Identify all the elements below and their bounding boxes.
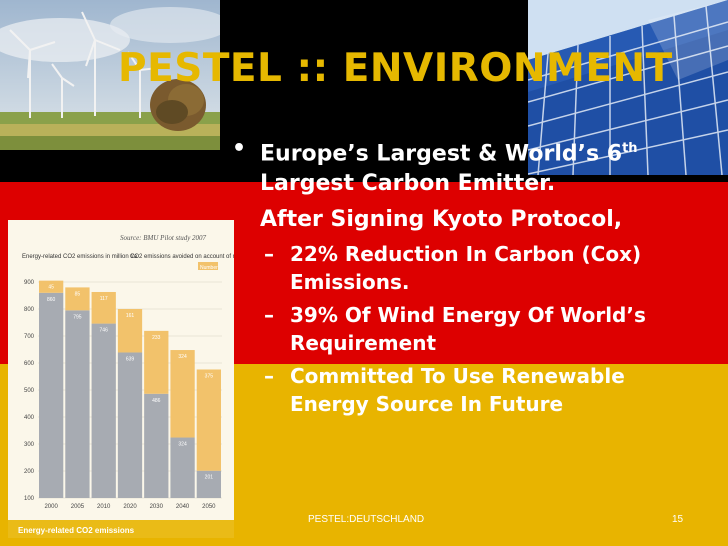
chart-data-label-emissions: 486 [152,398,161,404]
chart-y-tick-label: 700 [24,334,35,340]
chart-bar-avoided [91,291,116,324]
chart-y-tick-label: 600 [24,361,35,367]
chart-x-tick-label: 2000 [44,504,58,510]
wind-farm-photo [0,0,220,150]
solar-panel-photo [528,0,728,175]
chart-bar-emissions [170,437,195,498]
chart-y-tick-label: 400 [24,415,35,421]
chart-footer-bar [8,520,234,538]
chart-y-tick-label: 800 [24,307,35,313]
chart-x-tick-label: 2050 [202,504,216,510]
slide-number: 15 [672,514,684,525]
sub-bullet-2-text: 39% Of Wind Energy Of World’s Requiremen… [290,303,646,356]
chart-bar-avoided [196,369,221,471]
chart-y-tick-label: 200 [24,469,35,475]
chart-bar-avoided [65,287,90,311]
chart-bar-avoided [144,330,169,394]
chart-data-label-emissions: 795 [73,314,82,320]
bullet-1b-text: Largest Carbon Emitter. [260,171,556,197]
slide-body: • Europe’s Largest & World’s 6th Largest… [232,134,702,418]
chart-x-tick-label: 2010 [97,504,111,510]
chart-bar-emissions [39,292,64,498]
chart-bar-avoided [170,350,195,438]
sub-bullet-2: – 39% Of Wind Energy Of World’s Requirem… [232,301,702,357]
sub-bullet-1: – 22% Reduction In Carbon (Cox) Emission… [232,240,702,296]
chart-legend-number: Number [200,265,218,271]
bullet-dot: • [232,136,247,161]
slide-title: PESTEL :: ENVIRONMENT [118,46,673,91]
bullet-2-text: After Signing Kyoto Protocol, [260,207,623,233]
chart-bar-emissions [196,470,221,498]
chart-data-label-emissions: 860 [47,297,56,303]
chart-x-tick-label: 2030 [150,504,164,510]
chart-legend-avoided: CO2 emissions avoided on account of rene… [130,254,234,260]
chart-y-tick-label: 300 [24,442,35,448]
chart-data-label-avoided: 161 [126,313,135,319]
chart-footer: Energy-related CO2 emissions [18,526,135,535]
bullet-1-text: Europe’s Largest & World’s 6 [260,141,623,167]
sub-bullet-3: – Committed To Use Renewable Energy Sour… [232,362,702,418]
chart-legend-emissions: Energy-related CO2 emissions in million … [22,254,138,260]
chart-bar-avoided [39,280,64,293]
sub-bullet-dash: – [264,364,274,389]
chart-bar-emissions [65,310,90,498]
co2-emissions-chart: Source: BMU Pilot study 2007 Energy-rela… [8,220,319,538]
chart-x-tick-label: 2040 [176,504,190,510]
chart-data-label-emissions: 639 [126,356,135,362]
chart-x-tick-label: 2020 [123,504,137,510]
chart-data-label-avoided: 233 [152,335,161,341]
chart-y-tick-label: 900 [24,280,35,286]
chart-data-label-emissions: 201 [205,475,214,481]
sub-bullet-dash: – [264,303,274,328]
chart-data-label-avoided: 85 [75,291,81,297]
chart-bar-avoided [117,309,143,353]
chart-y-tick-label: 100 [24,496,35,502]
bullet-1-continued: Largest Carbon Emitter. [232,169,702,199]
chart-bar-emissions [91,323,116,498]
chart-data-label-avoided: 324 [178,354,187,360]
bullet-1: • Europe’s Largest & World’s 6th [232,134,702,169]
sub-bullet-dash: – [264,242,274,267]
chart-data-label-avoided: 117 [100,296,108,302]
footer-label: PESTEL:DEUTSCHLAND [308,514,425,525]
chart-data-label-emissions: 324 [178,442,187,448]
chart-source: Source: BMU Pilot study 2007 [120,234,207,242]
sub-bullet-1-text: 22% Reduction In Carbon (Cox) Emissions. [290,242,642,295]
sub-bullet-3-text: Committed To Use Renewable Energy Source… [290,364,625,417]
chart-data-label-avoided: 45 [48,285,54,291]
chart-bar-emissions [144,393,169,498]
chart-x-tick-label: 2005 [71,504,85,510]
bullet-2: After Signing Kyoto Protocol, [232,205,702,235]
chart-data-label-avoided: 375 [205,373,214,379]
bullet-1-sup: th [622,141,638,156]
chart-y-tick-label: 500 [24,388,35,394]
chart-data-label-emissions: 746 [100,328,109,334]
chart-bar-emissions [117,352,143,498]
legend-number-swatch [198,262,218,270]
chart-svg: Source: BMU Pilot study 2007 Energy-rela… [8,234,319,538]
